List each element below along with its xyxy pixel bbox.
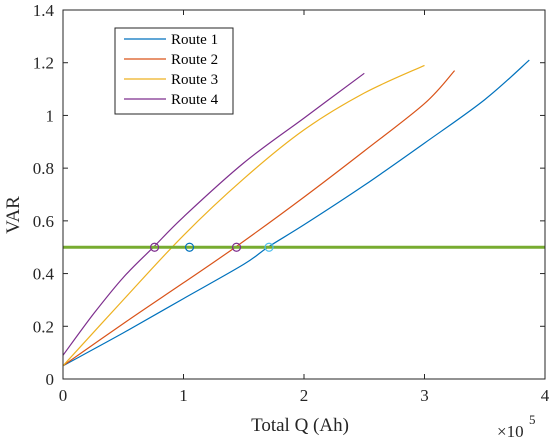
y-tick-label: 1 <box>46 106 55 125</box>
y-tick-label: 1.2 <box>33 54 54 73</box>
plot-layer <box>62 59 545 367</box>
series-line-route-1 <box>62 59 530 367</box>
x-tick-label: 3 <box>420 386 429 405</box>
x-tick-label: 4 <box>541 386 550 405</box>
y-axis-label: VAR <box>3 196 24 234</box>
axes-layer: 0 1 2 3 4 0 0.2 0.4 0.6 0.8 1 1.2 1.4 <box>33 1 550 405</box>
x-tick-label: 2 <box>300 386 309 405</box>
legend-label-route-1: Route 1 <box>171 32 218 48</box>
series-line-route-2 <box>62 70 456 367</box>
y-tick-label: 0.4 <box>33 265 55 284</box>
y-tick-label: 0.6 <box>33 212 54 231</box>
x-multiplier-exponent: 5 <box>529 412 536 427</box>
legend-label-route-4: Route 4 <box>171 92 219 108</box>
legend-box <box>114 27 234 115</box>
series-line-route-3 <box>62 64 425 367</box>
y-tick-label: 0.8 <box>33 159 54 178</box>
intersection-marker <box>149 242 160 252</box>
x-tick-label: 1 <box>179 386 188 405</box>
y-tick-label: 0.2 <box>33 317 54 336</box>
intersection-marker <box>231 242 242 252</box>
legend-label-route-2: Route 2 <box>171 52 218 68</box>
legend-label-route-3: Route 3 <box>171 72 218 88</box>
x-tick-label: 0 <box>59 386 68 405</box>
x-axis-label: Total Q (Ah) <box>251 415 349 436</box>
x-multiplier-base: ×10 <box>497 422 524 441</box>
intersection-marker <box>264 242 274 252</box>
x-multiplier: ×10 5 <box>497 412 536 441</box>
legend: Route 1 Route 2 Route 3 Route 4 <box>114 27 234 115</box>
y-tick-label: 1.4 <box>33 1 55 20</box>
y-tick-label: 0 <box>46 370 55 389</box>
intersection-marker <box>184 242 195 252</box>
series-line-route-4 <box>62 72 365 356</box>
